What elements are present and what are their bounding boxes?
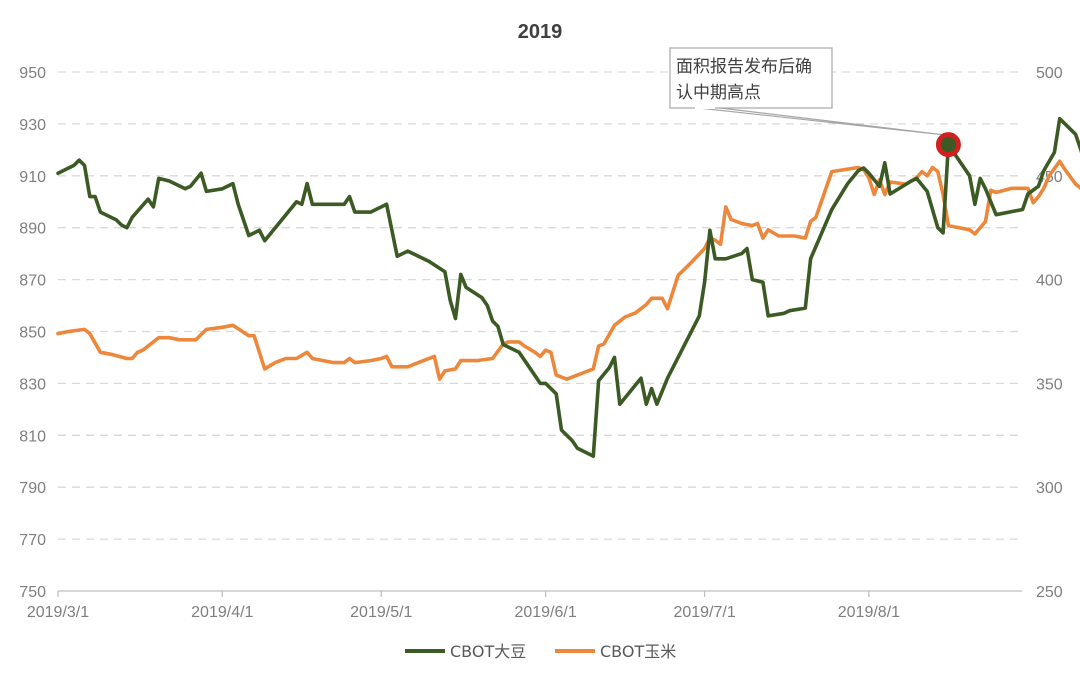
annotation-marker: [935, 132, 961, 158]
x-tick-label: 2019/8/1: [838, 604, 900, 621]
y-left-tick-label: 810: [19, 428, 46, 445]
y-left-tick-label: 910: [19, 169, 46, 186]
y-left-tick-label: 790: [19, 480, 46, 497]
x-axis: 2019/3/1 2019/4/1 2019/5/1 2019/6/1 2019/7/1…: [27, 590, 1022, 621]
gridlines: [58, 71, 1022, 540]
y-right-tick-label: 250: [1036, 584, 1063, 601]
y-left-tick-label: 870: [19, 273, 46, 290]
y-left-tick-label: 950: [19, 65, 46, 82]
y-left-tick-label: 930: [19, 117, 46, 134]
y-left-tick-label: 770: [19, 532, 46, 549]
legend-label-soybean: CBOT大豆: [450, 642, 526, 661]
x-tick-label: 2019/5/1: [350, 604, 412, 621]
y-axis-left: 750 770 790 810 830 850 870 890 910 930 950: [19, 65, 46, 601]
y-right-tick-label: 350: [1036, 376, 1063, 393]
y-left-tick-label: 850: [19, 325, 46, 342]
annotation-box: [669, 47, 833, 109]
legend-label-corn: CBOT玉米: [600, 642, 676, 661]
x-tick-label: 2019/6/1: [514, 604, 576, 621]
annotation: 面积报告发布后确 认中期高点: [669, 47, 961, 158]
y-right-tick-label: 400: [1036, 273, 1063, 290]
series-line-corn: [56, 159, 1080, 382]
annotation-line-1: 面积报告发布后确: [676, 57, 812, 77]
y-right-tick-label: 300: [1036, 480, 1063, 497]
x-tick-label: 2019/3/1: [27, 604, 89, 621]
annotation-pointer: [693, 106, 952, 137]
annotation-line-2: 认中期高点: [676, 83, 761, 103]
x-tick-label: 2019/7/1: [673, 604, 735, 621]
series-group: [56, 116, 1080, 458]
y-left-tick-label: 890: [19, 221, 46, 238]
y-left-tick-label: 830: [19, 376, 46, 393]
y-left-tick-label: 750: [19, 584, 46, 601]
x-tick-label: 2019/4/1: [191, 604, 253, 621]
y-right-tick-label: 500: [1036, 65, 1063, 82]
legend: CBOT大豆 CBOT玉米: [405, 642, 676, 661]
series-line-soybean: [56, 116, 1080, 458]
chart-title: 2019: [518, 21, 563, 43]
